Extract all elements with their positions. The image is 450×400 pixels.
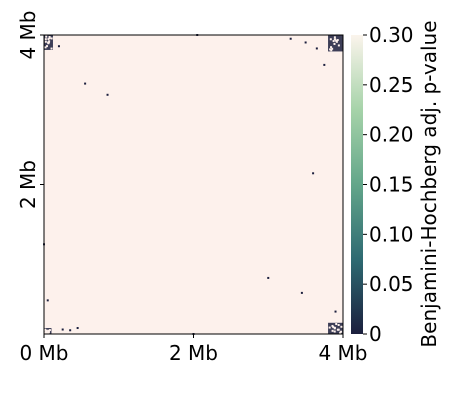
colorbar-tick-label: 0.10: [369, 222, 414, 246]
heatmap-point: [315, 47, 318, 50]
colorbar-gradient: [351, 35, 363, 334]
heatmap-point: [323, 63, 326, 66]
colorbar-tick-label: 0.30: [369, 23, 414, 47]
colorbar-tick-label: 0: [369, 322, 382, 346]
x-axis: 0 Mb 2 Mb 4 Mb: [19, 334, 368, 365]
heatmap-point: [57, 45, 60, 48]
colorbar-tick-label: 0.25: [369, 73, 414, 97]
heatmap-point: [84, 82, 87, 85]
significant-region: [44, 35, 53, 50]
x-tick-label: 0 Mb: [19, 341, 68, 365]
heatmap-point: [334, 310, 337, 313]
colorbar-tick-label: 0.20: [369, 123, 414, 147]
heatmap-point: [106, 93, 109, 96]
heatmap-plot-area: [43, 34, 344, 335]
significant-region: [328, 322, 343, 334]
significant-region: [44, 328, 52, 334]
heatmap-background: [44, 35, 343, 334]
colorbar-tick-label: 0.05: [369, 272, 414, 296]
heatmap-point: [304, 41, 307, 44]
heatmap-point: [300, 291, 303, 294]
colorbar: 0 0.05 0.10 0.15 0.20 0.25 0.30 Benjamini-Hochb…: [351, 20, 441, 348]
y-tick-label: 4 Mb: [16, 10, 40, 59]
x-tick-label: 4 Mb: [318, 341, 367, 365]
heatmap-point: [61, 328, 64, 331]
heatmap-point: [289, 37, 292, 40]
heatmap-point: [76, 327, 79, 330]
colorbar-label: Benjamini-Hochberg adj. p-value: [417, 20, 441, 347]
colorbar-tick-label: 0.15: [369, 173, 414, 197]
heatmap-point: [312, 172, 315, 175]
heatmap-point: [267, 276, 270, 279]
heatmap-point: [46, 299, 49, 302]
significant-region: [328, 35, 343, 52]
x-tick-label: 2 Mb: [169, 341, 218, 365]
y-axis: 2 Mb 4 Mb: [16, 10, 44, 209]
y-tick-label: 2 Mb: [16, 160, 40, 209]
heatmap-point: [69, 329, 72, 332]
